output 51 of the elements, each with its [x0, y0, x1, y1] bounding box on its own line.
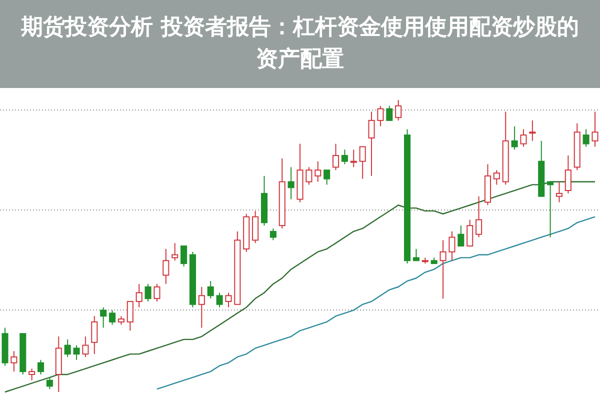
candlestick	[341, 149, 348, 165]
candlestick	[126, 300, 134, 332]
candlestick	[10, 350, 18, 372]
candlestick	[100, 306, 107, 328]
candlestick	[37, 359, 44, 375]
candlestick	[91, 316, 98, 355]
chart-title: 期货投资分析 投资者报告：杠杆资金使用使用配资炒股的资产配置	[20, 14, 580, 74]
candlestick	[306, 166, 312, 186]
candlestick	[225, 292, 232, 308]
candlestick	[377, 105, 384, 127]
candlestick	[180, 246, 188, 267]
candlestick	[458, 225, 464, 246]
candlestick	[476, 196, 482, 238]
candlestick	[288, 166, 294, 200]
candlestick	[109, 310, 116, 326]
candlestick	[314, 160, 322, 182]
candlestick	[198, 286, 205, 328]
candlestick	[332, 143, 340, 171]
candlestick	[395, 100, 402, 121]
candlestick	[493, 170, 500, 186]
candlestick	[172, 242, 178, 262]
candlestick	[73, 344, 80, 360]
candlestick	[350, 149, 357, 168]
candlestick	[564, 154, 572, 194]
candlestick	[82, 336, 89, 358]
candlestick	[144, 283, 152, 302]
candlestick	[592, 111, 598, 148]
candlestick	[64, 338, 71, 358]
candlestick	[440, 240, 446, 300]
candlestick	[252, 210, 259, 244]
candlestick	[466, 219, 474, 246]
candlestick	[412, 248, 420, 262]
candlestick	[28, 368, 36, 381]
candlestick	[556, 181, 563, 203]
candlestick	[520, 128, 527, 148]
candlestick	[154, 283, 160, 302]
candlestick	[324, 170, 330, 186]
candlestick	[448, 230, 456, 262]
candlestick	[270, 228, 276, 241]
candlestick	[529, 120, 536, 142]
candlestick	[582, 128, 590, 148]
candlestick	[162, 248, 170, 284]
candlestick	[511, 126, 518, 150]
candlestick	[386, 105, 393, 121]
candlestick	[46, 376, 53, 390]
candlestick	[216, 292, 223, 308]
candlestick	[368, 111, 375, 176]
candlestick	[547, 181, 554, 238]
candlestick	[136, 283, 142, 308]
candlestick	[359, 146, 366, 180]
candlestick	[207, 280, 214, 300]
